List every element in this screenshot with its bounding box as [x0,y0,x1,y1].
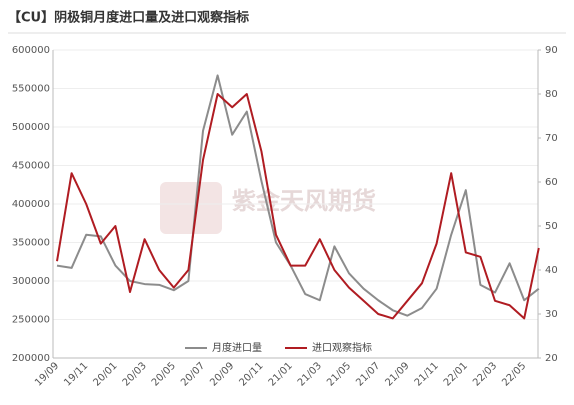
y-tick-label: 250000 [12,315,50,326]
x-tick-label: 20/05 [150,360,178,388]
y-tick-label: 350000 [12,238,50,249]
legend-label: 月度进口量 [212,341,262,354]
x-tick-label: 20/09 [208,360,236,388]
y2-tick-label: 30 [545,309,558,320]
y-tick-label: 300000 [12,276,50,287]
y-tick-label: 450000 [12,161,50,172]
x-tick-label: 21/11 [413,360,441,388]
x-tick-label: 20/11 [237,360,265,388]
x-tick-label: 21/01 [267,360,295,388]
x-tick-label: 19/09 [33,360,61,388]
x-tick-label: 22/05 [500,360,528,388]
y-tick-label: 550000 [12,84,50,95]
x-tick-label: 19/11 [62,360,90,388]
watermark: 紫金天风期货 [232,187,376,215]
y2-tick-label: 20 [545,353,558,364]
x-tick-label: 20/07 [179,360,207,388]
x-tick-label: 21/05 [325,360,353,388]
x-tick-label: 20/01 [91,360,119,388]
legend-label: 进口观察指标 [312,341,372,354]
y2-tick-label: 90 [545,45,558,56]
chart-title: 【CU】阴极铜月度进口量及进口观察指标 [8,10,249,26]
y-tick-label: 500000 [12,122,50,133]
y2-tick-label: 60 [545,177,558,188]
series-line [56,93,540,320]
x-tick-label: 21/09 [383,360,411,388]
y2-tick-label: 70 [545,133,558,144]
x-tick-label: 20/03 [121,360,149,388]
y-tick-label: 400000 [12,199,50,210]
y-tick-label: 600000 [12,45,50,56]
x-tick-label: 22/01 [442,360,470,388]
y2-tick-label: 40 [545,265,558,276]
y-tick-label: 200000 [12,353,50,364]
x-tick-label: 22/03 [471,360,499,388]
x-tick-label: 21/03 [296,360,324,388]
watermark-logo [160,182,222,234]
x-tick-label: 21/07 [354,360,382,388]
y2-tick-label: 50 [545,221,558,232]
y2-tick-label: 80 [545,89,558,100]
